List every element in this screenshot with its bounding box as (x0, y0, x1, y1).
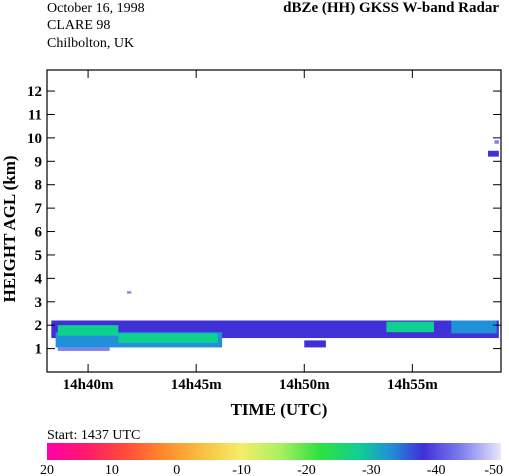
y-tick-label-11: 11 (28, 107, 42, 123)
colorbar-tick-1: 10 (105, 463, 119, 476)
echo-region-5 (386, 321, 434, 333)
colorbar-ticks: 20 10 0 -10 -20 -30 -40 -50 (40, 463, 503, 476)
date-label: October 16, 1998 (47, 1, 145, 16)
colorbar-tick-0: 20 (40, 463, 54, 476)
x-tick-label-0: 14h40m (63, 377, 114, 393)
x-tick-label-1: 14h45m (171, 377, 222, 393)
echo-region-2 (57, 325, 119, 336)
echo-layer (51, 140, 499, 351)
echo-region-4 (222, 321, 497, 330)
y-axis-label: HEIGHT AGL (km) (0, 155, 19, 302)
y-tick-label-5: 5 (35, 248, 43, 264)
y-tick-label-8: 8 (35, 178, 43, 194)
echo-region-3 (118, 333, 218, 343)
y-tick-label-7: 7 (35, 201, 43, 217)
site-label: Chilbolton, UK (47, 36, 134, 51)
y-tick-label-1: 1 (35, 342, 43, 358)
echo-region-11 (126, 291, 132, 294)
x-axis: 14h40m 14h45m 14h50m 14h55m (63, 70, 438, 393)
y-tick-label-3: 3 (35, 295, 43, 311)
colorbar-tick-3: -10 (232, 463, 251, 476)
colorbar-tick-2: 0 (173, 463, 180, 476)
plot-frame (46, 69, 502, 373)
y-tick-label-10: 10 (27, 131, 42, 147)
colorbar (47, 443, 501, 460)
echo-region-6 (451, 320, 497, 334)
y-tick-label-9: 9 (35, 154, 43, 170)
echo-region-7 (304, 340, 326, 348)
x-tick-label-3: 14h55m (387, 377, 438, 393)
chart-title: dBZe (HH) GKSS W-band Radar (283, 0, 499, 16)
echo-region-8 (57, 347, 110, 351)
y-tick-label-4: 4 (35, 271, 43, 287)
x-tick-label-2: 14h50m (279, 377, 330, 393)
colorbar-tick-6: -40 (427, 463, 446, 476)
colorbar-tick-5: -30 (362, 463, 381, 476)
campaign-label: CLARE 98 (47, 18, 110, 33)
colorbar-tick-4: -20 (297, 463, 316, 476)
echo-region-9 (488, 150, 499, 157)
y-tick-label-2: 2 (35, 318, 43, 334)
x-axis-label: TIME (UTC) (231, 400, 328, 419)
y-tick-label-12: 12 (27, 84, 42, 100)
echo-region-10 (494, 140, 499, 144)
colorbar-tick-7: -50 (484, 463, 503, 476)
start-time-label: Start: 1437 UTC (47, 428, 140, 443)
y-tick-label-6: 6 (35, 225, 43, 241)
